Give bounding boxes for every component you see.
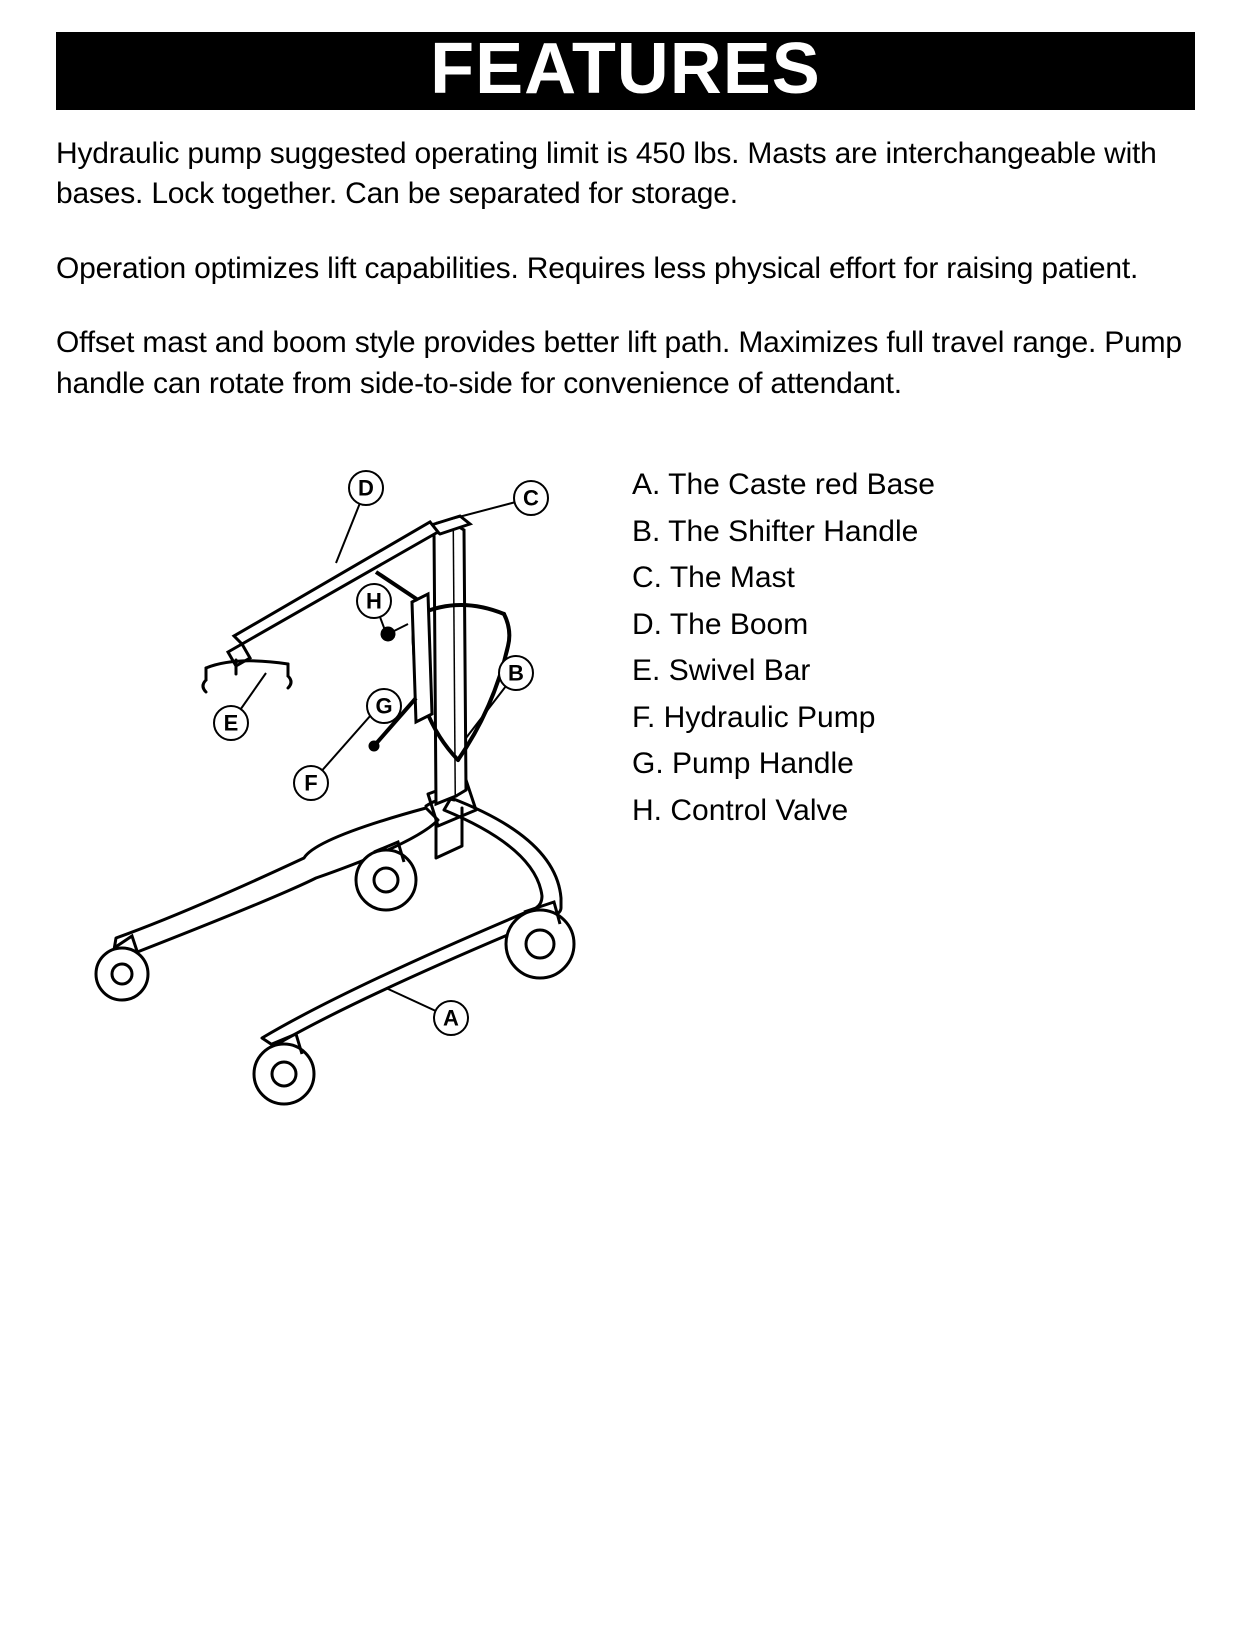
legend-letter: E (632, 654, 652, 687)
legend-e: E. Swivel Bar (632, 648, 1195, 695)
legend-label: Control Valve (670, 794, 848, 827)
legend-c: C. The Mast (632, 555, 1195, 602)
callout-h-letter: H (366, 589, 382, 614)
legend-h: H. Control Valve (632, 788, 1195, 835)
lift-diagram-svg: A B C D E F G H (56, 438, 616, 1128)
legend-label: Swivel Bar (669, 654, 811, 687)
legend-letter: A (632, 468, 652, 501)
legend-label: Pump Handle (672, 747, 854, 780)
legend-b: B. The Shifter Handle (632, 509, 1195, 556)
callout-c-letter: C (523, 486, 539, 511)
legend-letter: F (632, 701, 647, 734)
body-copy: Hydraulic pump suggested operating limit… (56, 134, 1195, 405)
legend-letter: D (632, 608, 654, 641)
paragraph-2: Operation optimizes lift capabilities. R… (56, 249, 1195, 290)
callout-b-letter: B (508, 661, 524, 686)
callout-a-letter: A (443, 1006, 459, 1031)
legend-a: A. The Caste red Base (632, 462, 1195, 509)
legend-label: The Boom (670, 608, 808, 641)
legend-letter: B (632, 515, 652, 548)
lift-diagram: A B C D E F G H (56, 438, 632, 1128)
legend-label: The Caste red Base (668, 468, 935, 501)
legend-label: The Mast (670, 561, 795, 594)
paragraph-3: Offset mast and boom style provides bett… (56, 323, 1195, 404)
callout-d-letter: D (358, 476, 374, 501)
legend-f: F. Hydraulic Pump (632, 695, 1195, 742)
legend-g: G. Pump Handle (632, 741, 1195, 788)
legend-d: D. The Boom (632, 602, 1195, 649)
legend-letter: G (632, 747, 655, 780)
legend-label: The Shifter Handle (668, 515, 918, 548)
legend-label: Hydraulic Pump (664, 701, 876, 734)
features-heading: FEATURES (56, 32, 1195, 110)
legend-letter: H (632, 794, 654, 827)
callout-e-letter: E (224, 711, 239, 736)
paragraph-1: Hydraulic pump suggested operating limit… (56, 134, 1195, 215)
callout-f-letter: F (304, 771, 317, 796)
callout-g-letter: G (375, 694, 392, 719)
legend-letter: C (632, 561, 654, 594)
diagram-legend: A. The Caste red Base B. The Shifter Han… (632, 438, 1195, 1128)
